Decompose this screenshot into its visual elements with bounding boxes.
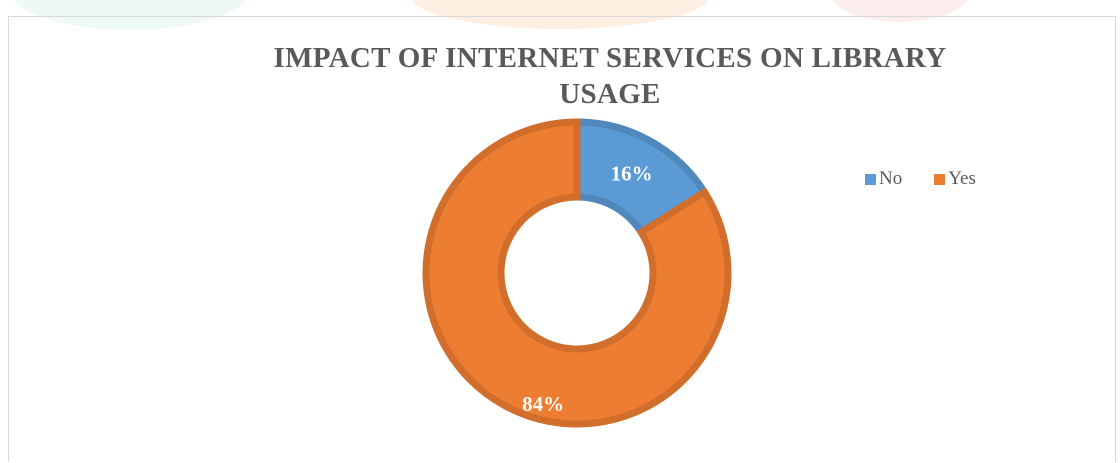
donut-slice-yes	[422, 118, 732, 428]
legend-label-no: No	[879, 168, 903, 189]
chart-title: IMPACT OF INTERNET SERVICES ON LIBRARY U…	[180, 40, 1040, 112]
chart-title-line-1: IMPACT OF INTERNET SERVICES ON LIBRARY	[273, 42, 947, 74]
legend-item-no: No	[865, 168, 902, 190]
data-label-yes: 84%	[522, 392, 564, 416]
legend-item-yes: Yes	[934, 168, 976, 190]
chart-title-line-2: USAGE	[559, 78, 661, 110]
data-label-no: 16%	[611, 162, 653, 186]
legend-swatch-no	[865, 173, 876, 185]
legend-swatch-yes	[934, 173, 946, 185]
chart-legend: No Yes	[865, 168, 1008, 190]
legend-label-yes: Yes	[948, 168, 976, 189]
chart-area	[8, 16, 1116, 462]
